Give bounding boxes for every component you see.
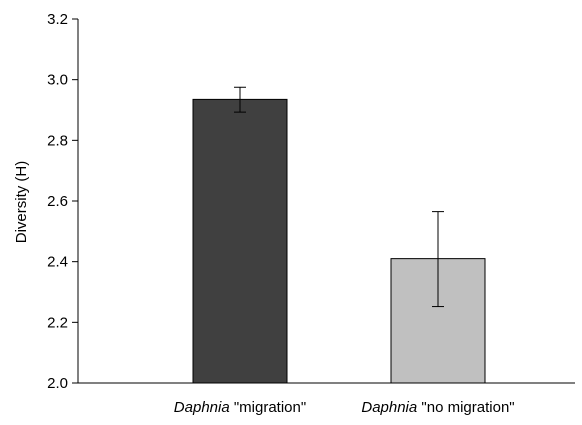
bar-0	[192, 98, 288, 384]
y-tick-label: 2.0	[47, 375, 68, 392]
category-treatment-text: "migration"	[230, 399, 307, 416]
y-axis-title: Diversity (H)	[13, 161, 30, 244]
y-tick-label: 2.4	[47, 254, 68, 271]
category-genus-text: Daphnia	[174, 399, 230, 416]
y-tick-label: 2.6	[47, 193, 68, 210]
y-tick-label: 3.0	[47, 72, 68, 89]
x-category-label-0: Daphnia "migration"	[174, 399, 306, 416]
y-tick-label: 2.2	[47, 314, 68, 331]
plot-area: 2.0 2.2 2.4 2.6 2.8 3.0 3.2 Daphnia "migration"…	[47, 11, 575, 416]
y-tick-label: 3.2	[47, 11, 68, 28]
category-genus-text: Daphnia	[361, 399, 417, 416]
category-treatment-text: "no migration"	[417, 399, 514, 416]
x-category-label-1: Daphnia "no migration"	[361, 399, 514, 416]
y-tick-label: 2.8	[47, 132, 68, 149]
